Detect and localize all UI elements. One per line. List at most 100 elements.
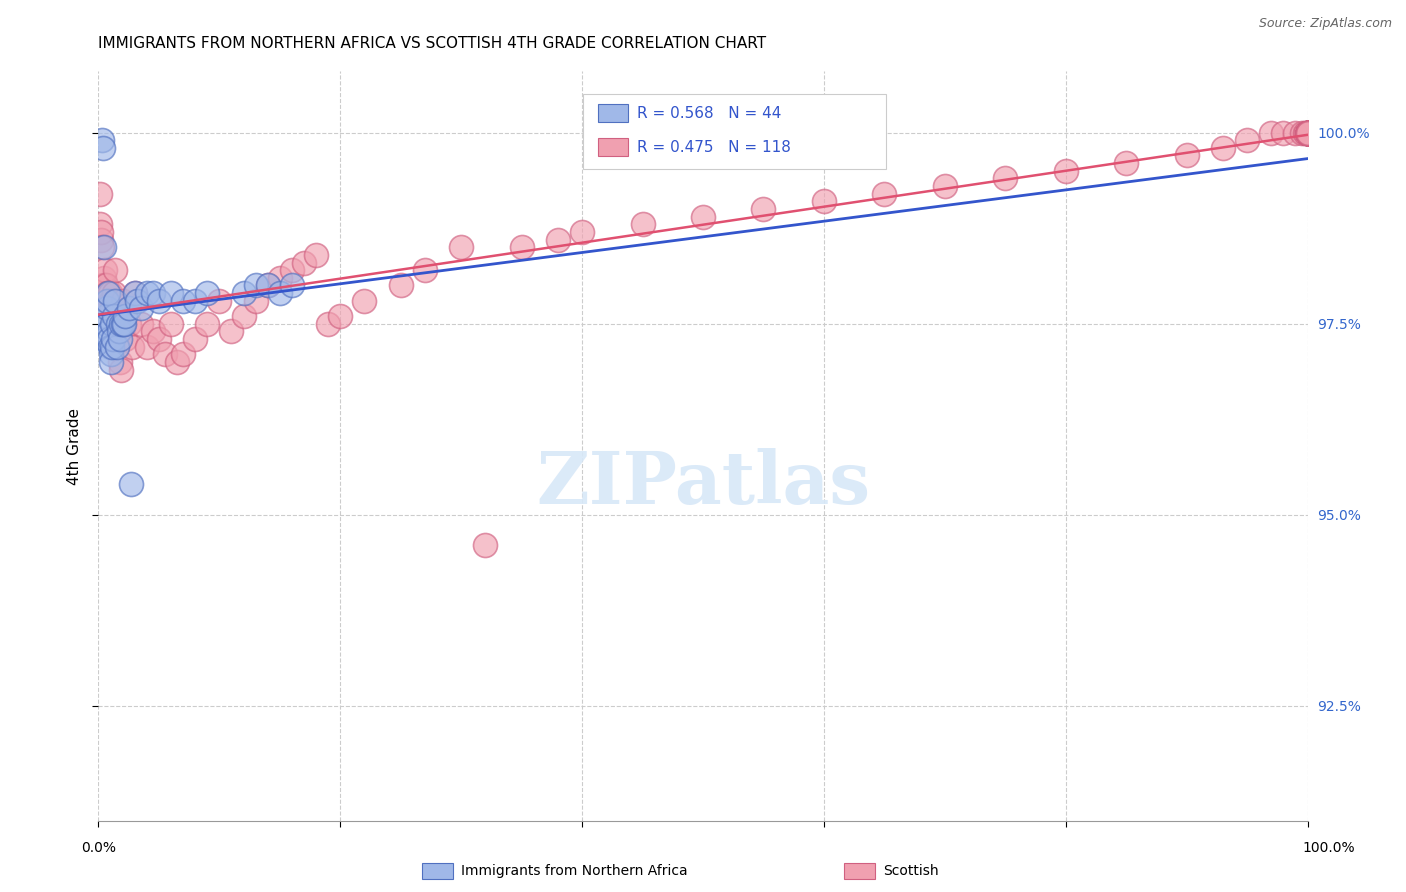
Point bbox=[269, 286, 291, 301]
Point bbox=[114, 309, 136, 323]
Point bbox=[256, 278, 278, 293]
Point bbox=[1295, 126, 1317, 140]
Point bbox=[1294, 126, 1316, 140]
Point bbox=[1054, 163, 1077, 178]
Point bbox=[100, 340, 122, 354]
Point bbox=[97, 324, 120, 338]
Point bbox=[474, 538, 496, 552]
Point bbox=[692, 210, 714, 224]
Point bbox=[195, 317, 218, 331]
Point bbox=[105, 340, 128, 354]
Point bbox=[129, 317, 152, 331]
Point bbox=[1296, 126, 1319, 140]
Point bbox=[1296, 126, 1319, 140]
Point bbox=[1296, 126, 1319, 140]
Point bbox=[90, 233, 112, 247]
Point bbox=[93, 240, 115, 254]
Point bbox=[1296, 126, 1319, 140]
Point bbox=[90, 225, 112, 239]
Point bbox=[184, 293, 207, 308]
Point bbox=[121, 340, 143, 354]
Point bbox=[111, 317, 134, 331]
Point bbox=[94, 263, 117, 277]
Text: 100.0%: 100.0% bbox=[1302, 841, 1355, 855]
Point bbox=[1296, 126, 1319, 140]
Point bbox=[142, 286, 165, 301]
Point bbox=[1296, 126, 1319, 140]
Point bbox=[96, 309, 118, 323]
Point bbox=[752, 202, 775, 216]
Point bbox=[97, 293, 120, 308]
Point bbox=[353, 293, 375, 308]
Point bbox=[89, 217, 111, 231]
Point bbox=[107, 332, 129, 346]
Point bbox=[1296, 126, 1319, 140]
Point bbox=[1296, 126, 1319, 140]
Point bbox=[153, 347, 176, 361]
Point bbox=[413, 263, 436, 277]
Point bbox=[100, 293, 122, 308]
Point bbox=[98, 286, 121, 301]
Point bbox=[1296, 126, 1319, 140]
Point bbox=[221, 324, 243, 338]
Point bbox=[103, 286, 125, 301]
Text: Scottish: Scottish bbox=[883, 863, 939, 878]
Point bbox=[91, 133, 114, 147]
Y-axis label: 4th Grade: 4th Grade bbox=[67, 408, 83, 484]
Point bbox=[97, 286, 120, 301]
Point bbox=[1296, 126, 1319, 140]
Point bbox=[571, 225, 593, 239]
Point bbox=[269, 270, 291, 285]
Point bbox=[96, 293, 118, 308]
Point bbox=[934, 179, 956, 194]
Point bbox=[1296, 126, 1319, 140]
Point bbox=[547, 233, 569, 247]
Point bbox=[135, 340, 157, 354]
Point bbox=[100, 347, 122, 361]
Point bbox=[91, 141, 114, 155]
Point bbox=[96, 293, 118, 308]
Point bbox=[127, 293, 149, 308]
Point bbox=[450, 240, 472, 254]
Point bbox=[281, 278, 304, 293]
Point bbox=[135, 286, 157, 301]
Point bbox=[994, 171, 1017, 186]
Point bbox=[184, 332, 207, 346]
Point bbox=[101, 332, 124, 346]
Point bbox=[98, 332, 121, 346]
Point bbox=[1296, 126, 1319, 140]
Point bbox=[1296, 126, 1319, 140]
Point bbox=[256, 278, 278, 293]
Point bbox=[129, 301, 152, 316]
Point bbox=[389, 278, 412, 293]
Text: 0.0%: 0.0% bbox=[82, 841, 115, 855]
Point bbox=[118, 317, 141, 331]
Point bbox=[1296, 126, 1319, 140]
Point bbox=[1260, 126, 1282, 140]
Point bbox=[172, 293, 194, 308]
Point bbox=[1175, 148, 1198, 162]
Point bbox=[98, 301, 121, 316]
Point bbox=[813, 194, 835, 209]
Point bbox=[120, 477, 142, 491]
Point bbox=[148, 332, 170, 346]
Point bbox=[108, 324, 131, 338]
Text: IMMIGRANTS FROM NORTHERN AFRICA VS SCOTTISH 4TH GRADE CORRELATION CHART: IMMIGRANTS FROM NORTHERN AFRICA VS SCOTT… bbox=[98, 36, 766, 51]
Point bbox=[89, 186, 111, 201]
Point bbox=[93, 270, 115, 285]
Point bbox=[208, 293, 231, 308]
Point bbox=[1296, 126, 1319, 140]
Point bbox=[107, 317, 129, 331]
Point bbox=[111, 293, 134, 308]
Point bbox=[94, 332, 117, 346]
Point bbox=[1296, 126, 1319, 140]
Point bbox=[195, 286, 218, 301]
Point bbox=[94, 278, 117, 293]
Point bbox=[873, 186, 896, 201]
Point bbox=[281, 263, 304, 277]
Point bbox=[96, 301, 118, 316]
Point bbox=[105, 317, 128, 331]
Point bbox=[631, 217, 654, 231]
Point bbox=[91, 286, 114, 301]
Text: Immigrants from Northern Africa: Immigrants from Northern Africa bbox=[461, 863, 688, 878]
